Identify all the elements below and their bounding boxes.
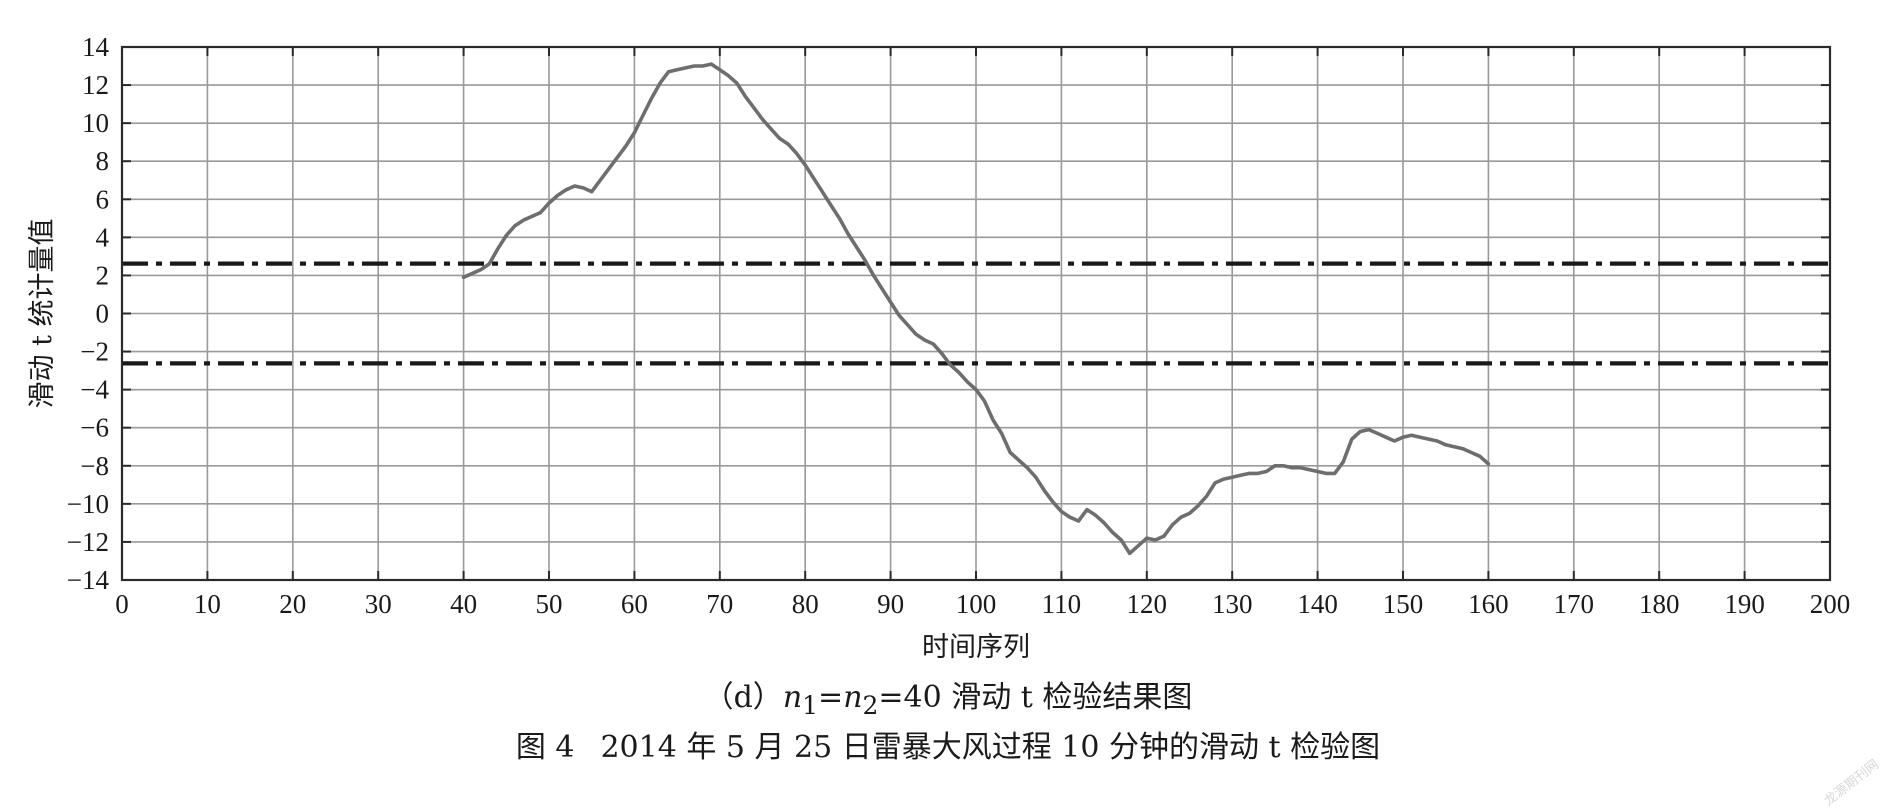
x-tick-label: 140 — [1297, 589, 1338, 619]
subcaption-n1: n — [782, 680, 803, 715]
x-tick-label: 70 — [706, 589, 733, 619]
x-tick-label: 30 — [365, 589, 392, 619]
chart: 0 10 20 30 40 50 60 70 80 90 100 110 120 130 140 150 160… — [27, 32, 1850, 663]
x-tick-label: 190 — [1724, 589, 1765, 619]
x-tick-label: 60 — [621, 589, 648, 619]
subcaption-rest: =40 滑动 t 检验结果图 — [878, 680, 1193, 715]
x-tick-label: 200 — [1810, 589, 1851, 619]
y-tick-label: 2 — [96, 260, 110, 290]
y-tick-label: −2 — [80, 337, 109, 367]
subcaption-prefix: （d） — [703, 680, 783, 715]
x-axis-title: 时间序列 — [922, 632, 1030, 663]
subcaption-n1-sub: 1 — [802, 691, 819, 720]
y-tick-label: 12 — [82, 70, 109, 100]
y-tick-label: −8 — [80, 451, 109, 481]
y-tick-label: 8 — [96, 146, 110, 176]
subcaption-n2-sub: 2 — [862, 691, 879, 720]
x-tick-label: 120 — [1127, 589, 1168, 619]
x-tick-label: 0 — [115, 589, 129, 619]
y-axis-title: 滑动 t 统计量值 — [27, 218, 58, 408]
x-tick-label: 20 — [279, 589, 306, 619]
x-tick-label: 110 — [1042, 589, 1082, 619]
x-tick-labels: 0 10 20 30 40 50 60 70 80 90 100 110 120 130 140 150 160… — [115, 589, 1850, 619]
x-tick-label: 170 — [1554, 589, 1595, 619]
y-tick-label: −4 — [80, 375, 109, 405]
x-tick-label: 130 — [1212, 589, 1253, 619]
series-line — [461, 62, 1491, 556]
y-tick-label: 14 — [82, 32, 110, 62]
x-tick-label: 80 — [792, 589, 819, 619]
figure-number: 图 4 — [515, 730, 575, 765]
grid-lines — [122, 47, 1830, 580]
y-tick-label: −10 — [67, 489, 109, 519]
x-tick-label: 160 — [1468, 589, 1509, 619]
y-tick-label: 4 — [96, 222, 110, 252]
y-tick-label: −6 — [80, 413, 109, 443]
figure-caption: 图 4 2014 年 5 月 25 日雷暴大风过程 10 分钟的滑动 t 检验图 — [0, 722, 1896, 766]
subcaption-n2: n — [843, 680, 863, 715]
y-tick-labels: −14 −12 −10 −8 −6 −4 −2 0 2 4 6 8 10 12 14 — [67, 32, 110, 595]
x-tick-label: 10 — [194, 589, 221, 619]
x-tick-label: 180 — [1639, 589, 1680, 619]
x-tick-label: 50 — [536, 589, 563, 619]
subcaption-eq: = — [818, 680, 844, 715]
y-tick-label: −12 — [67, 527, 109, 557]
x-tick-label: 90 — [877, 589, 904, 619]
figure-title: 2014 年 5 月 25 日雷暴大风过程 10 分钟的滑动 t 检验图 — [600, 730, 1381, 765]
x-tick-label: 150 — [1383, 589, 1424, 619]
y-tick-label: 0 — [96, 299, 110, 329]
x-tick-label: 40 — [450, 589, 477, 619]
y-tick-label: 6 — [96, 184, 110, 214]
x-tick-label: 100 — [956, 589, 997, 619]
y-tick-label: −14 — [67, 565, 110, 595]
y-tick-label: 10 — [82, 108, 109, 138]
series-layer — [461, 62, 1491, 556]
subfigure-caption: （d）n1=n2=40 滑动 t 检验结果图 — [0, 672, 1896, 720]
threshold-lines — [122, 261, 1830, 366]
ticks — [121, 46, 1831, 581]
